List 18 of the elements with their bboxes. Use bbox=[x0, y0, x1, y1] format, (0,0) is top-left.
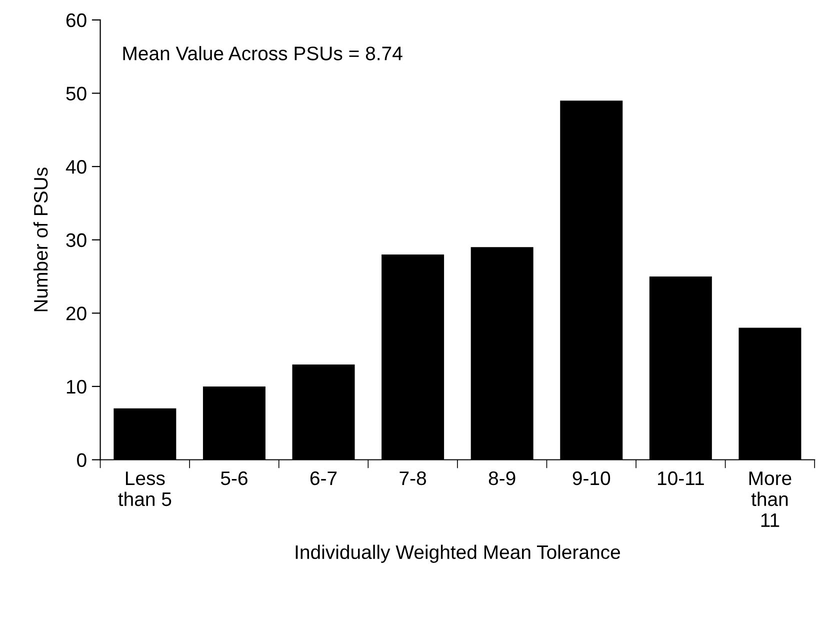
y-tick-label: 60 bbox=[66, 13, 86, 28]
x-tick-label: 6-7 bbox=[310, 471, 337, 486]
y-tick-label: 10 bbox=[66, 380, 86, 394]
x-tick-label: 7-8 bbox=[400, 471, 426, 486]
x-tick-label: 5-6 bbox=[220, 471, 248, 486]
annotation: Mean Value Across PSUs = 8.74 bbox=[123, 46, 402, 60]
y-tick-label: 20 bbox=[66, 306, 86, 320]
y-axis-title: Number of PSUs bbox=[33, 168, 48, 312]
y-tick-label: 40 bbox=[66, 160, 86, 174]
x-tick-label: 9-10 bbox=[572, 471, 610, 486]
y-tick-label: 50 bbox=[66, 86, 86, 100]
x-axis-title: Individually Weighted Mean Tolerance bbox=[296, 544, 620, 563]
y-tick-label: 0 bbox=[77, 453, 86, 467]
x-tick-label: Less than 5 bbox=[118, 472, 172, 506]
x-tick-label: 8-9 bbox=[488, 471, 516, 486]
x-tick-label: 10-11 bbox=[658, 471, 704, 486]
y-tick-label: 30 bbox=[66, 233, 86, 248]
x-tick-label: More than 11 bbox=[749, 472, 792, 527]
